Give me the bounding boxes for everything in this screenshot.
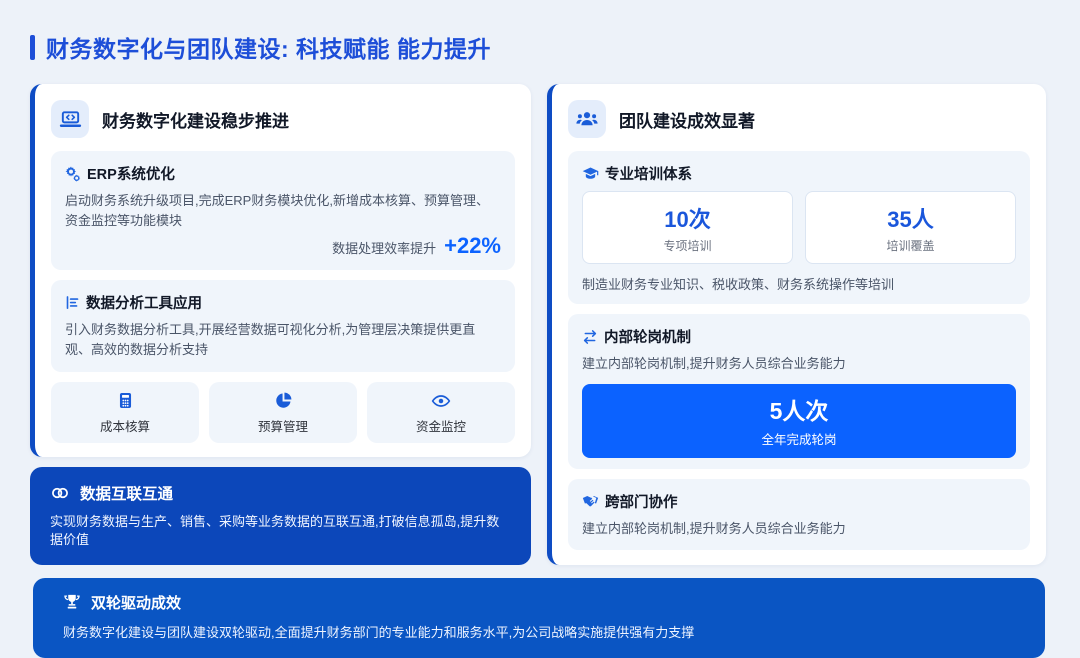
erp-metric-label: 数据处理效率提升: [332, 241, 437, 257]
training-note: 制造业财务专业知识、税收政策、财务系统操作等培训: [582, 277, 895, 292]
pie-chart-icon: [209, 391, 357, 411]
collaboration-section-body: 建立内部轮岗机制,提升财务人员综合业务能力: [582, 521, 846, 537]
link-icon: [50, 483, 70, 503]
module-budget-management: 预算管理: [209, 381, 357, 443]
connect-title-row: 数据互联互通: [50, 482, 511, 504]
connect-title: 数据互联互通: [80, 485, 174, 503]
erp-section-title-row: ERP系统优化: [65, 163, 501, 184]
laptop-code-icon: [51, 100, 89, 138]
rotation-section-title-row: 内部轮岗机制: [582, 326, 1016, 347]
collaboration-section-title-row: 跨部门协作: [582, 491, 1016, 512]
module-label: 成本核算: [99, 419, 150, 434]
training-stats-row: 10次 专项培训 35人 培训覆盖: [582, 191, 1016, 264]
collaboration-section: 跨部门协作 建立内部轮岗机制,提升财务人员综合业务能力: [568, 479, 1030, 551]
stat-training-coverage: 35人 培训覆盖: [805, 191, 1016, 264]
erp-metric-row: 数据处理效率提升 +22%: [65, 233, 501, 259]
left-column: 财务数字化建设稳步推进 ERP系统优化 启动财务系统升级项目,完成ERP财务模块…: [30, 84, 531, 565]
dual-drive-banner: 双轮驱动成效 财务数字化建设与团队建设双轮驱动,全面提升财务部门的专业能力和服务…: [33, 577, 1045, 658]
rotation-section: 内部轮岗机制 建立内部轮岗机制,提升财务人员综合业务能力 5人次 全年完成轮岗: [568, 314, 1030, 470]
banner-title: 双轮驱动成效: [91, 594, 182, 612]
analysis-section: 数据分析工具应用 引入财务数据分析工具,开展经营数据可视化分析,为管理层决策提供…: [51, 280, 515, 372]
digitalization-card-header: 财务数字化建设稳步推进: [51, 100, 515, 138]
page-title-row: 财务数字化与团队建设: 科技赋能 能力提升: [0, 0, 1080, 64]
stat-value: 10次: [664, 207, 711, 232]
collaboration-section-title: 跨部门协作: [605, 495, 678, 512]
team-icon: [568, 100, 606, 138]
bar-chart-icon: [65, 295, 80, 310]
title-accent-bar: [30, 34, 35, 60]
data-connect-banner: 数据互联互通 实现财务数据与生产、销售、采购等业务数据的互联互通,打破信息孤岛,…: [30, 466, 531, 565]
training-section-title: 专业培训体系: [605, 167, 692, 183]
stat-value: 35人: [887, 207, 934, 232]
eye-icon: [367, 391, 515, 411]
content-columns: 财务数字化建设稳步推进 ERP系统优化 启动财务系统升级项目,完成ERP财务模块…: [30, 84, 1046, 565]
analysis-section-title: 数据分析工具应用: [86, 296, 202, 313]
stat-label: 培训覆盖: [886, 239, 935, 253]
training-section: 专业培训体系 10次 专项培训 35人 培训覆盖 制造业财务专业知识、税收政策、…: [568, 151, 1030, 304]
gears-icon: [65, 166, 81, 182]
module-cost-accounting: 成本核算: [51, 381, 199, 443]
module-row: 成本核算 预算管理: [51, 381, 515, 443]
trophy-icon: [63, 593, 81, 611]
card-title: 团队建设成效显著: [619, 111, 755, 131]
team-building-card: 团队建设成效显著 专业培训体系 10次: [547, 84, 1046, 565]
module-fund-monitoring: 资金监控: [367, 381, 515, 443]
rotation-stat-value: 5人次: [769, 398, 829, 425]
page-title: 财务数字化与团队建设: 科技赋能 能力提升: [46, 36, 491, 62]
training-section-title-row: 专业培训体系: [582, 163, 1016, 184]
stat-label: 专项培训: [663, 239, 712, 253]
connect-body: 实现财务数据与生产、销售、采购等业务数据的互联互通,打破信息孤岛,提升数据价值: [50, 513, 500, 547]
graduation-cap-icon: [582, 165, 599, 182]
card-title: 财务数字化建设稳步推进: [102, 111, 289, 131]
banner-title-row: 双轮驱动成效: [63, 592, 1019, 613]
module-label: 预算管理: [257, 419, 308, 434]
erp-section-body: 启动财务系统升级项目,完成ERP财务模块优化,新增成本核算、预算管理、资金监控等…: [65, 193, 489, 229]
banner-body: 财务数字化建设与团队建设双轮驱动,全面提升财务部门的专业能力和服务水平,为公司战…: [63, 624, 695, 640]
right-column: 团队建设成效显著 专业培训体系 10次: [547, 84, 1046, 565]
digitalization-card: 财务数字化建设稳步推进 ERP系统优化 启动财务系统升级项目,完成ERP财务模块…: [30, 84, 531, 457]
rotation-section-body: 建立内部轮岗机制,提升财务人员综合业务能力: [582, 356, 846, 371]
handshake-icon: [582, 493, 599, 510]
swap-arrows-icon: [582, 329, 598, 345]
analysis-section-body: 引入财务数据分析工具,开展经营数据可视化分析,为管理层决策提供更直观、高效的数据…: [65, 322, 476, 358]
erp-metric-value: +22%: [444, 233, 501, 259]
stat-special-training: 10次 专项培训: [582, 191, 793, 264]
rotation-stat-box: 5人次 全年完成轮岗: [582, 384, 1016, 459]
calculator-icon: [51, 391, 199, 411]
module-label: 资金监控: [415, 419, 466, 434]
erp-section-title: ERP系统优化: [87, 167, 175, 183]
rotation-section-title: 内部轮岗机制: [604, 330, 691, 346]
analysis-section-title-row: 数据分析工具应用: [65, 292, 501, 313]
erp-section: ERP系统优化 启动财务系统升级项目,完成ERP财务模块优化,新增成本核算、预算…: [51, 151, 515, 271]
team-card-header: 团队建设成效显著: [568, 100, 1030, 138]
rotation-stat-label: 全年完成轮岗: [761, 433, 837, 448]
